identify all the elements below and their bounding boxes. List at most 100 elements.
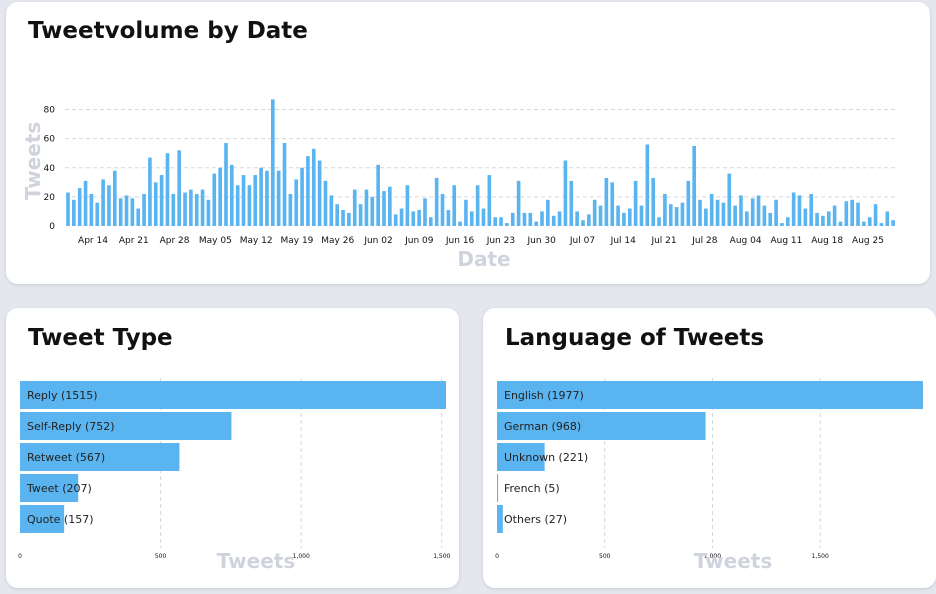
x-tick-label: May 12 [240,236,273,246]
lang-bar-label: Unknown (221) [504,451,588,464]
volume-bar [739,195,743,226]
volume-bar [622,212,626,226]
volume-bar [335,204,339,226]
volume-bar [77,188,82,226]
volume-bar [633,180,638,226]
volume-bar [388,186,392,226]
volume-bar [715,199,720,226]
type-x-tick-label: 0 [18,553,22,560]
volume-bar [429,217,433,226]
volume-bar [680,202,685,226]
volume-bar [522,212,527,226]
volume-bar [756,195,761,226]
tweet-volume-chart: 0 20 40 60 80 Apr 14 Apr 21 Apr 28 May 05 May 12 M… [21,99,896,271]
volume-bar [750,198,755,226]
tweet-volume-card: Tweetvolume by Date 0 20 40 60 80 Apr 14 Apr 2… [6,2,930,284]
y-tick-label: 20 [44,193,56,203]
volume-bar [551,215,556,226]
volume-bar [265,170,269,226]
volume-bar [282,143,287,226]
volume-bar [72,199,76,226]
volume-bar [393,214,398,226]
x-tick-label: Jun 09 [404,236,434,246]
volume-bar [844,201,849,226]
language-card: Language of Tweets 0 500 1,000 1,500 English… [483,308,936,588]
x-tick-label: Jul 21 [650,236,676,246]
x-tick-label: Aug 25 [852,236,884,246]
x-tick-label: May 05 [199,236,232,246]
y-tick-label: 80 [44,106,56,116]
volume-bar [774,199,778,226]
lang-x-tick-label: 1,000 [704,553,721,560]
volume-bar [142,193,146,226]
x-tick-label: Jun 02 [363,236,392,246]
type-bar [20,381,446,409]
volume-bar [826,211,831,226]
volume-bar [616,205,620,226]
volume-bar [382,191,386,226]
volume-bar [592,199,597,226]
volume-bar [124,195,129,226]
volume-bar [762,205,767,226]
lang-x-tick-label: 0 [495,553,499,560]
volume-bar [850,199,854,226]
volume-bar [341,209,345,226]
volume-bar [153,182,158,226]
language-title: Language of Tweets [505,325,765,351]
volume-bar [604,177,609,226]
volume-bar [434,177,439,226]
volume-bar [323,180,328,226]
lang-bar [497,412,706,440]
volume-bar [575,211,579,226]
volume-bar [288,193,293,226]
volume-bar [276,170,281,226]
volume-bar [66,192,70,226]
volume-bar [112,170,117,226]
volume-bar [464,199,468,226]
volume-bar [183,192,187,226]
volume-bar [510,212,515,226]
type-bar [20,412,232,440]
volume-bar [803,208,808,226]
volume-bar [727,173,732,226]
volume-bar [446,209,451,226]
volume-bar [546,199,550,226]
lang-bar [497,443,545,471]
volume-bar [797,195,802,226]
volume-bar [815,212,819,226]
volume-bar [165,153,170,226]
volume-bar [95,202,100,226]
volume-bar [423,198,427,226]
lang-bar [497,381,923,409]
y-tick-label: 40 [44,164,56,174]
lang-bar [497,474,499,502]
volume-bar [177,150,181,226]
lang-x-tick-label: 500 [599,553,611,560]
type-x-tick-label: 1,000 [293,553,310,560]
volume-bar [469,211,474,226]
volume-bar [832,205,837,226]
volume-bar [475,185,480,226]
volume-bar [668,204,673,226]
volume-bar [704,208,708,226]
type-bar-label: Quote (157) [27,513,94,526]
tweet-type-card: Tweet Type 0 500 1,000 1,500 Reply (1515) Sel… [6,308,459,588]
volume-bar [83,180,88,226]
x-tick-label: Apr 21 [119,236,149,246]
volume-bar [212,173,217,226]
y-axis-title: Tweets [21,122,45,201]
volume-bar [540,211,544,226]
volume-bar [347,212,351,226]
volume-bar [891,220,895,226]
x-tick-label: May 19 [280,236,313,246]
lang-x-axis-title: Tweets [694,549,773,573]
x-tick-label: Jun 16 [445,236,475,246]
volume-bar [587,214,591,226]
volume-bar [651,177,656,226]
volume-bar [569,180,574,226]
volume-bar [867,217,872,226]
volume-bar [189,189,193,226]
type-bar-label: Tweet (207) [26,482,92,495]
volume-bar [241,175,246,226]
lang-x-tick-label: 1,500 [812,553,829,560]
